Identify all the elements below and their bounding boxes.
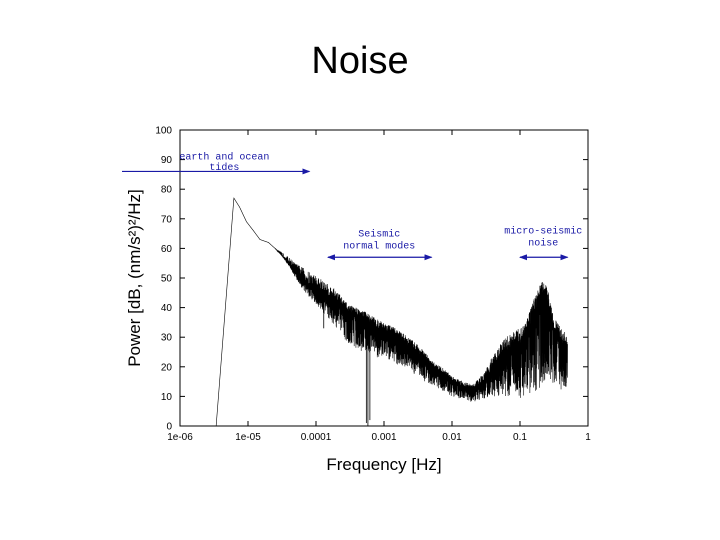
y-tick-label: 30 — [161, 333, 173, 344]
x-tick-label: 0.001 — [371, 432, 396, 443]
x-tick-label: 0.0001 — [301, 432, 332, 443]
x-tick-label: 1e-06 — [167, 432, 193, 443]
data-layer — [215, 197, 568, 426]
plot-frame — [179, 129, 589, 427]
spectrum-line — [215, 197, 568, 426]
x-tick-label: 0.01 — [442, 432, 462, 443]
y-tick-label: 60 — [161, 244, 173, 255]
y-tick-label: 40 — [161, 303, 173, 314]
x-tick-label: 1 — [585, 432, 591, 443]
annotation-label: normal modes — [343, 240, 415, 252]
annotation-label: micro-seismic — [504, 226, 582, 238]
y-tick-label: 80 — [161, 185, 173, 196]
annotation-label: Seismic — [358, 229, 400, 241]
y-tick-label: 0 — [166, 422, 172, 433]
y-tick-label: 10 — [161, 392, 173, 403]
x-tick-label: 0.1 — [513, 432, 527, 443]
y-tick-label: 100 — [155, 126, 172, 137]
y-tick-label: 20 — [161, 362, 173, 373]
annotation-label: noise — [528, 237, 558, 249]
axis-ticks: 1e-06 1e-05 0.0001 0.001 0.01 0.1 101020304050… — [155, 126, 591, 444]
slide-title: Noise — [311, 40, 409, 82]
x-tick-label: 1e-05 — [235, 432, 261, 443]
y-axis-label: Power [dB, (nm/s²)²/Hz] — [125, 189, 144, 367]
annotation-label: earth and ocean — [179, 152, 269, 164]
annotation-label: tides — [209, 162, 239, 174]
y-tick-label: 70 — [161, 214, 173, 225]
y-tick-label: 90 — [161, 155, 173, 166]
y-tick-label: 50 — [161, 274, 173, 285]
x-axis-label: Frequency [Hz] — [326, 455, 441, 474]
